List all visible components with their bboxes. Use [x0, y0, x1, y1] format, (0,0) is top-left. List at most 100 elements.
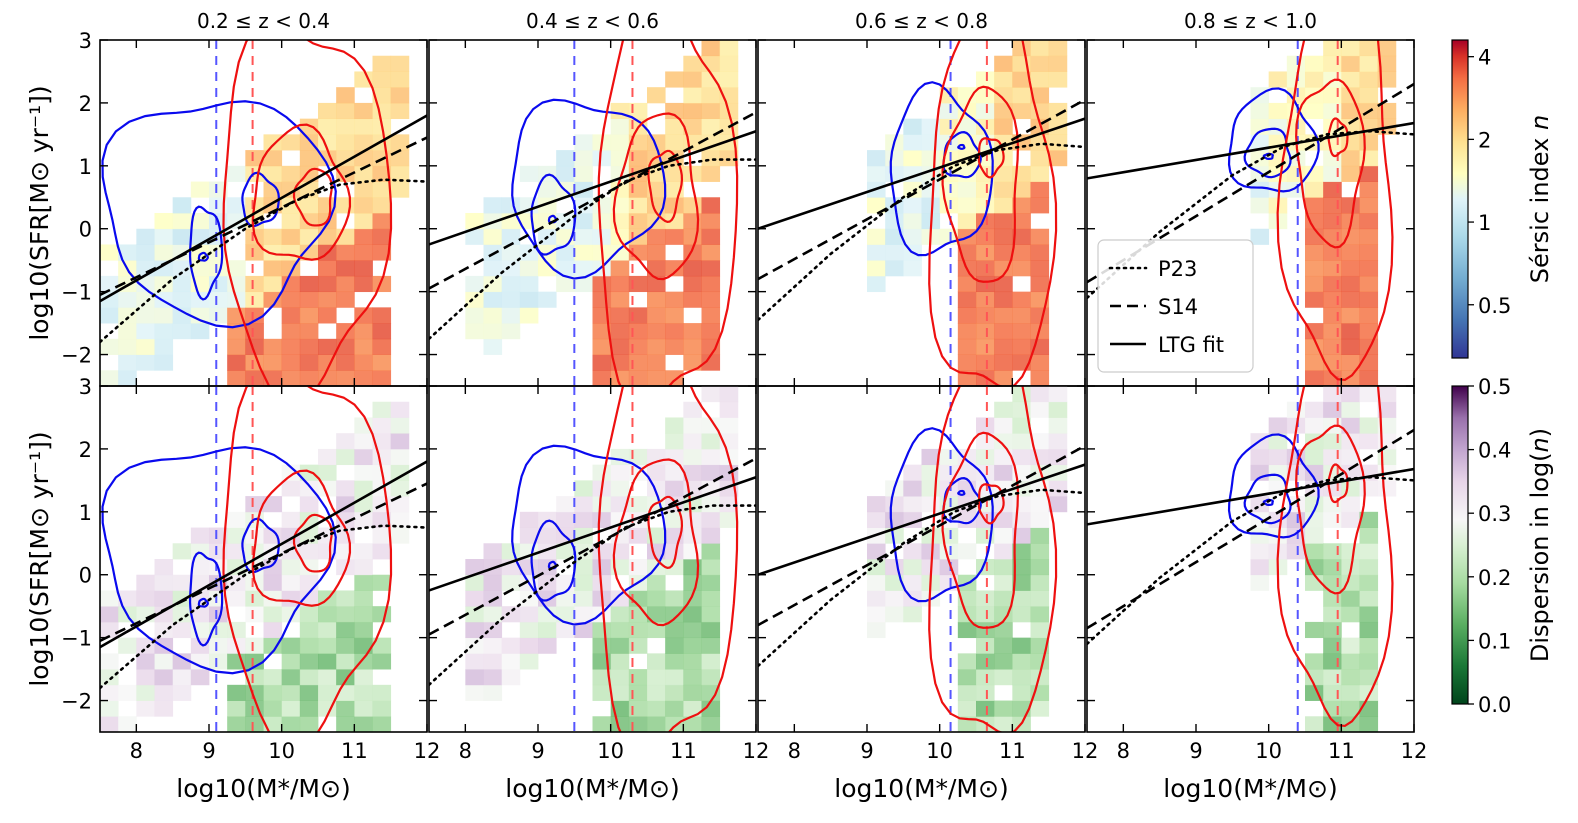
ltg-contour — [957, 489, 966, 496]
heatmap-cell — [227, 716, 246, 732]
heatmap-cell — [610, 669, 630, 686]
s14-line — [100, 136, 427, 296]
heatmap-cell — [299, 700, 319, 717]
heatmap-cell — [701, 213, 721, 230]
heatmap-cell — [136, 307, 155, 324]
heatmap-cell — [556, 150, 575, 167]
etg-contour — [647, 495, 684, 569]
heatmap-cell — [610, 716, 630, 732]
heatmap-cell — [465, 307, 484, 324]
heatmap-cell — [1250, 448, 1270, 466]
heatmap-cell — [100, 621, 119, 639]
heatmap-cell — [939, 543, 959, 560]
heatmap-cell — [701, 496, 721, 513]
colorbar-tick-label: 0.3 — [1478, 502, 1511, 526]
heatmap-cell — [372, 417, 392, 434]
heatmap-cell — [903, 574, 922, 591]
etg-contour — [251, 469, 352, 607]
heatmap-cell — [501, 574, 521, 591]
heatmap-cell — [1359, 165, 1379, 182]
heatmap-cell — [719, 150, 739, 167]
heatmap-cell — [299, 669, 319, 686]
heatmap-cell — [263, 621, 283, 639]
heatmap-cell — [921, 448, 941, 466]
heatmap-cell — [1030, 653, 1050, 670]
heatmap-cell — [885, 590, 904, 607]
heatmap-cell — [556, 543, 575, 560]
heatmap-cell — [994, 354, 1013, 371]
heatmap-cell — [1341, 700, 1360, 717]
heatmap-cell — [647, 307, 666, 324]
heatmap-cell — [1341, 684, 1360, 701]
heatmap-cell — [501, 323, 521, 340]
heatmap-cell — [465, 275, 484, 293]
heatmap-cell — [465, 574, 484, 591]
heatmap-cell — [154, 621, 174, 639]
heatmap-cell — [1341, 307, 1360, 324]
y-tick-label: 2 — [79, 438, 92, 462]
heatmap-cell — [574, 244, 593, 261]
heatmap-cell — [1323, 543, 1342, 560]
heatmap-cell — [372, 165, 392, 182]
heatmap-cell — [1250, 228, 1270, 245]
heatmap-cell — [263, 338, 283, 355]
heatmap-cell — [921, 480, 941, 497]
heatmap-cell — [701, 275, 721, 293]
heatmap-cell — [136, 323, 155, 340]
heatmap-cell — [683, 228, 702, 245]
ltg-contour — [101, 100, 337, 329]
heatmap-cell — [574, 165, 593, 182]
heatmap-cell — [100, 590, 119, 607]
heatmap-cell — [683, 102, 702, 120]
heatmap-cell — [1030, 87, 1050, 104]
heatmap-cell — [372, 511, 392, 528]
ltg-contour — [511, 98, 667, 280]
heatmap-cell — [939, 102, 959, 120]
heatmap-cell — [318, 606, 337, 623]
heatmap-cell — [299, 684, 319, 701]
heatmap-cell — [281, 480, 301, 497]
heatmap-cell — [136, 653, 155, 670]
heatmap-cell — [1030, 71, 1050, 88]
heatmap-cell — [867, 574, 886, 591]
heatmap-cell — [372, 71, 392, 88]
heatmap-cell — [245, 244, 264, 261]
y-axis-label: log10(SFR[M⊙ yr⁻¹]) — [25, 431, 54, 686]
heatmap-cell — [318, 370, 337, 386]
heatmap-cell — [372, 401, 392, 418]
heatmap-cell — [1341, 165, 1360, 182]
heatmap-cell — [519, 260, 539, 277]
heatmap-cell — [574, 134, 593, 151]
heatmap-cell — [118, 716, 137, 732]
heatmap-cell — [574, 621, 593, 639]
heatmap-cell — [1305, 244, 1324, 261]
heatmap-cell — [336, 275, 355, 293]
heatmap-cell — [263, 637, 283, 654]
heatmap-cell — [1250, 102, 1270, 120]
heatmap-cell — [318, 260, 337, 277]
heatmap-cell — [372, 102, 392, 120]
s14-line — [758, 98, 1085, 281]
heatmap-cell — [336, 480, 355, 497]
heatmap-cell — [701, 590, 721, 607]
heatmap-cell — [281, 716, 301, 732]
heatmap-cell — [227, 165, 246, 182]
heatmap-cell — [100, 244, 119, 261]
heatmap-cell — [318, 197, 337, 214]
heatmap-cell — [281, 307, 301, 324]
heatmap-cell — [647, 370, 666, 386]
heatmap-cell — [994, 55, 1013, 72]
heatmap-cell — [628, 338, 648, 355]
heatmap-cell — [647, 606, 666, 623]
heatmap-cell — [372, 87, 392, 104]
heatmap-cell — [245, 150, 264, 167]
heatmap-cell — [263, 669, 283, 686]
heatmap-cell — [647, 653, 666, 670]
heatmap-cell — [154, 307, 174, 324]
ltg-fit-line — [429, 475, 756, 592]
heatmap-cell — [1359, 323, 1379, 340]
heatmap-cell — [263, 165, 283, 182]
heatmap-cell — [172, 197, 192, 214]
heatmap-cell — [957, 464, 977, 481]
heatmap-cell — [1359, 291, 1379, 308]
